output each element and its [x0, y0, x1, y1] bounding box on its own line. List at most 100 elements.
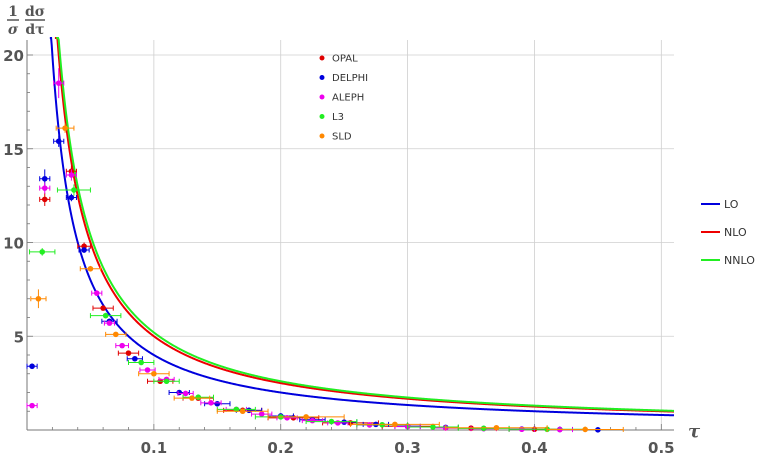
y-label-num-left: 1 [8, 4, 18, 20]
marker [119, 342, 125, 349]
point-aleph [65, 169, 77, 181]
x-axis-label: τ [688, 421, 701, 442]
point-l3 [89, 312, 122, 319]
legend-label: L3 [332, 112, 344, 123]
point-l3 [153, 378, 180, 385]
marker [582, 426, 588, 433]
point-aleph [91, 290, 103, 296]
x-tick-label: 0.5 [648, 439, 675, 457]
legend-item-l3: L3 [319, 112, 344, 123]
marker [71, 187, 77, 193]
y-tick-label: 15 [3, 141, 24, 159]
marker [93, 290, 100, 296]
marker [480, 425, 487, 432]
marker [195, 394, 202, 400]
point-l3 [56, 184, 91, 196]
marker [138, 359, 144, 366]
point-sld [138, 370, 170, 377]
point-aleph [39, 182, 51, 194]
marker [493, 424, 500, 431]
marker [41, 185, 48, 191]
marker [102, 312, 109, 319]
curve-nnlo [56, 37, 675, 412]
point-delphi [78, 247, 90, 253]
marker [258, 411, 265, 417]
point-sld [173, 395, 211, 401]
point-delphi [26, 363, 38, 370]
legend-item-nlo: NLO [701, 226, 747, 239]
legend-item-sld: SLD [319, 132, 352, 143]
legend-label: ALEPH [332, 93, 364, 104]
marker [189, 395, 195, 401]
marker [328, 418, 335, 425]
point-opal [39, 192, 51, 206]
marker [341, 419, 347, 425]
x-tick-label: 0.4 [521, 439, 548, 457]
point-opal [92, 305, 114, 311]
y-tick-label: 20 [3, 47, 24, 65]
point-aleph [115, 342, 129, 349]
theory-curves [49, 37, 675, 417]
marker [125, 350, 132, 356]
point-delphi [126, 355, 143, 362]
marker [132, 355, 138, 362]
marker [392, 421, 398, 428]
legend-label: OPAL [332, 54, 358, 65]
legend-data: OPAL DELPHI ALEPH L3 SLD [319, 54, 368, 143]
point-delphi [53, 135, 65, 147]
marker [182, 390, 189, 397]
marker [87, 265, 94, 272]
marker [55, 80, 62, 86]
point-aleph [103, 320, 116, 326]
marker [100, 305, 106, 311]
marker [29, 402, 35, 409]
marker [303, 414, 309, 420]
marker [68, 194, 75, 201]
point-sld [267, 414, 345, 420]
legend-item-aleph: ALEPH [319, 93, 364, 104]
marker [144, 367, 151, 373]
point-opal [117, 350, 140, 356]
y-tick-label: 5 [14, 328, 24, 346]
marker [39, 249, 46, 255]
point-sld [546, 426, 624, 433]
marker [55, 138, 62, 145]
point-sld [79, 265, 102, 272]
curve-lo [49, 37, 675, 417]
marker [214, 400, 221, 407]
point-aleph [177, 390, 194, 397]
legend-label: NNLO [724, 254, 755, 267]
x-tick-label: 0.3 [394, 439, 421, 457]
legend-marker [319, 114, 325, 119]
marker [284, 415, 290, 421]
y-label-den-left: σ [8, 22, 19, 38]
y-tick-labels: 5 10 15 20 [3, 47, 24, 346]
legend-label: DELPHI [332, 73, 368, 84]
y-tick-label: 10 [3, 235, 24, 253]
point-l3 [29, 248, 56, 256]
legend-curves: LO NLO NNLO [701, 198, 755, 267]
y-axis-label: 1 σ dσ dτ [7, 4, 45, 38]
marker [41, 196, 48, 203]
y-label-num-right: dσ [25, 4, 45, 20]
curve-nlo [54, 37, 675, 413]
point-sld [105, 331, 127, 338]
marker [430, 424, 436, 430]
marker [35, 295, 42, 302]
point-aleph [26, 402, 38, 409]
marker [62, 125, 68, 131]
marker [208, 400, 214, 406]
marker [151, 370, 157, 377]
marker [106, 320, 113, 326]
point-l3 [127, 359, 155, 366]
legend-item-nnlo: NNLO [701, 254, 755, 267]
legend-label: LO [724, 198, 739, 211]
marker [309, 417, 316, 424]
point-sld [350, 421, 440, 428]
legend-marker [319, 75, 325, 80]
legend-item-delphi: DELPHI [319, 73, 368, 84]
x-tick-label: 0.2 [267, 439, 294, 457]
point-aleph [200, 400, 222, 406]
marker [246, 407, 252, 414]
